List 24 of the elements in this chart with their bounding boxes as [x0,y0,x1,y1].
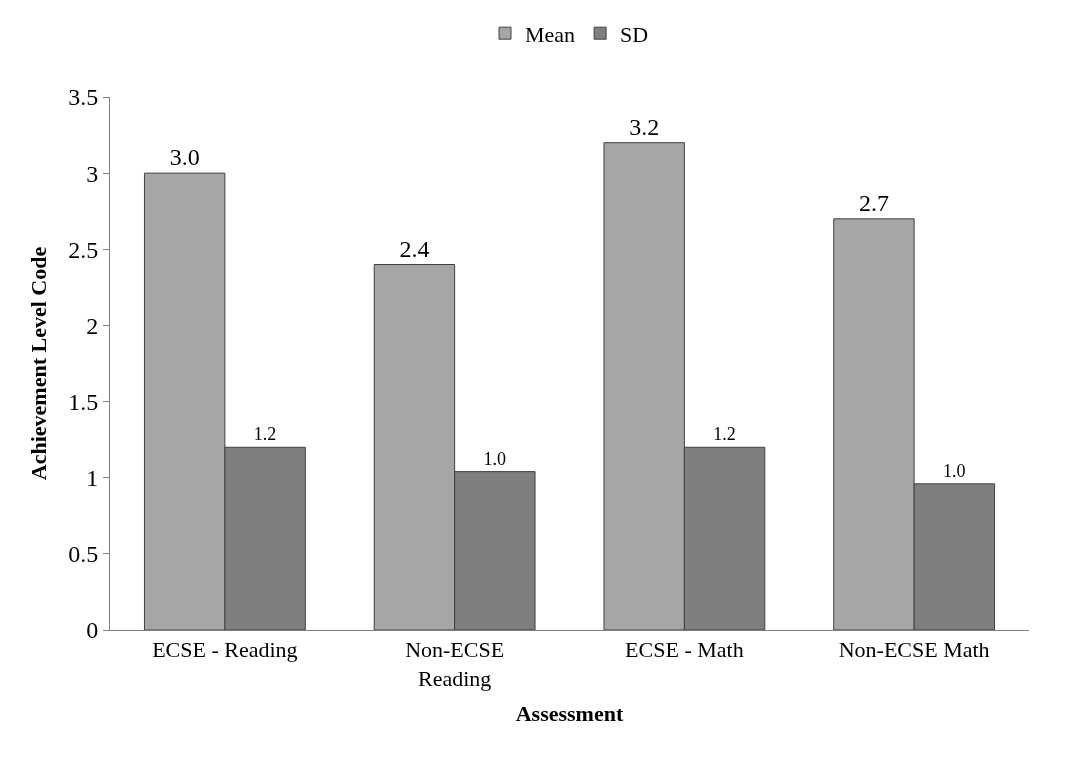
data-label: 2.7 [858,189,889,216]
data-label: 3.2 [629,113,660,140]
data-label: 2.4 [399,235,430,262]
y-tick-label: 3.5 [68,84,99,111]
y-axis-title: Achievement Level Code [26,246,51,481]
data-label: 1.0 [943,460,966,481]
data-label: 1.2 [253,424,277,445]
data-label: 3.0 [169,144,200,171]
y-tick-label: 0.5 [68,541,99,568]
y-tick-label: 2.5 [68,236,99,263]
x-axis-title: Assessment [515,700,624,726]
x-tick-label: ECSE - Reading [152,637,298,663]
y-tick-label: 0 [86,617,99,644]
y-tick-label: 1.5 [68,388,99,415]
x-tick-label: ECSE - Math [625,637,744,663]
y-tick-label: 1 [86,465,99,492]
x-tick-label: Non-ECSE Reading [405,637,505,691]
y-tick-label: 2 [86,312,99,339]
data-label: 1.0 [483,448,507,469]
legend-label: SD [620,21,649,47]
y-tick-label: 3 [86,160,99,187]
x-tick-label: Non-ECSE Math [838,637,990,663]
legend-label: Mean [525,21,576,47]
data-label: 1.2 [713,424,736,445]
